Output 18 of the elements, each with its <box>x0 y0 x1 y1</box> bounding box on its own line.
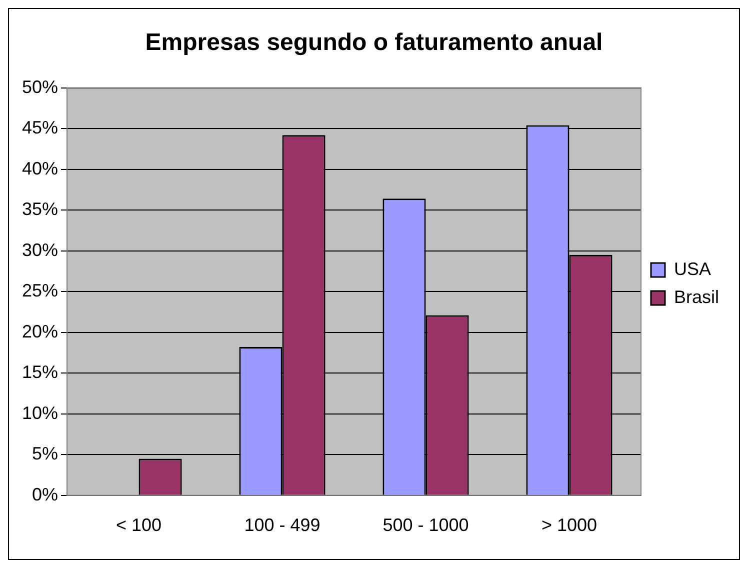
chart-title: Empresas segundo o faturamento anual <box>145 29 603 56</box>
y-tick-label: 40% <box>22 158 58 178</box>
y-tick-label: 5% <box>32 444 58 464</box>
x-tick-label: < 100 <box>116 515 162 536</box>
y-tick-label: 45% <box>22 118 58 138</box>
x-tick-label: > 1000 <box>541 515 598 536</box>
x-tick-label: 100 - 499 <box>244 515 320 536</box>
x-tick-label: 500 - 1000 <box>382 515 469 536</box>
y-tick-label: 25% <box>22 280 58 301</box>
y-tick-label: 15% <box>22 362 58 382</box>
y-tick-label: 50% <box>22 76 58 97</box>
y-tick-label: 0% <box>32 484 58 504</box>
y-tick-label: 20% <box>22 321 58 342</box>
legend-label: Brasil <box>674 286 720 307</box>
y-tick-label: 30% <box>22 240 58 260</box>
y-tick-label: 35% <box>22 199 58 220</box>
legend-label: USA <box>674 258 712 279</box>
y-tick-label: 10% <box>22 402 58 423</box>
